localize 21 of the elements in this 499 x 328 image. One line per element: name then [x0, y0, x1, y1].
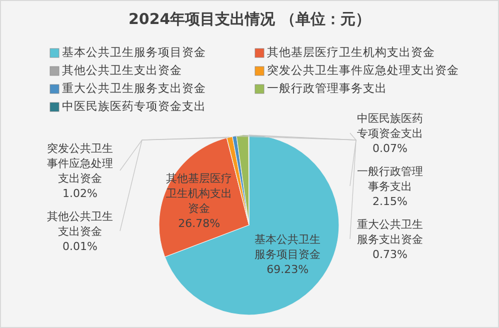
- slice-label: 基本公共卫生服务项目资金: [254, 232, 322, 262]
- chart-title: 2024年项目支出情况 （单位：元）: [128, 10, 370, 28]
- legend-label: 突发公共卫生事件应急处理支出资金: [267, 63, 459, 78]
- data-label: 0.73%: [372, 246, 408, 262]
- legend-label: 基本公共卫生服务项目资金: [62, 45, 206, 60]
- slice-label: 重大公共卫生服务支出资金: [356, 216, 424, 246]
- data-label: 26.78%: [178, 216, 220, 232]
- slice-label: 中医民族医药专项资金支出: [356, 110, 424, 140]
- data-label: 1.02%: [62, 186, 98, 200]
- slice-label: 其他公共卫生支出资金: [46, 208, 114, 238]
- slice-label: 突发公共卫生事件应急处理支出资金: [46, 140, 114, 186]
- legend-label: 其他基层医疗卫生机构支出资金: [267, 45, 435, 60]
- data-label: 0.07%: [372, 140, 408, 156]
- data-label: 0.01%: [62, 238, 98, 254]
- legend-label: 中医民族医药专项资金支出: [62, 99, 206, 114]
- slice-label: 一般行政管理事务支出: [356, 164, 424, 194]
- data-label: 2.15%: [372, 194, 408, 208]
- legend-label: 其他公共卫生支出资金: [62, 63, 182, 78]
- legend-label: 一般行政管理事务支出: [267, 81, 387, 96]
- legend-label: 重大公共卫生服务支出资金: [62, 81, 206, 96]
- data-label: 69.23%: [266, 262, 309, 277]
